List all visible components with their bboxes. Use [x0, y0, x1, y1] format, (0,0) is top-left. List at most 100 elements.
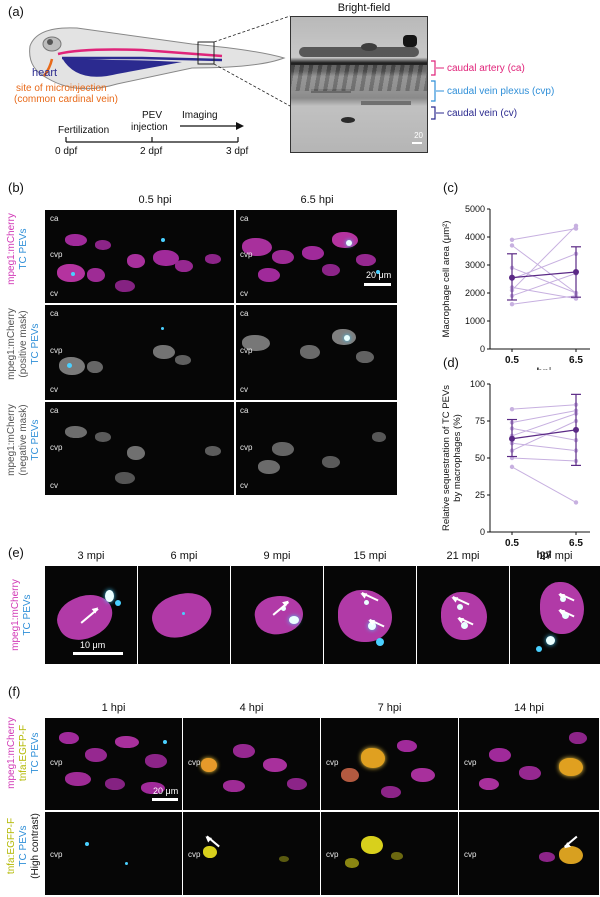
panel-e-header-5: 27 mpi	[539, 550, 573, 562]
f-r1c3-cvp: cvp	[326, 758, 339, 767]
b-r2c2-cvp: cvp	[240, 346, 253, 355]
b-r3c1-ca: ca	[50, 406, 59, 415]
panel-f-row2-line-c: (High contrast)	[30, 813, 41, 879]
panel-b-row1-line-a: mpeg1:mCherry	[6, 213, 17, 285]
timeline-event-pev-2: injection	[131, 122, 168, 133]
y-tick-label-3: 75	[475, 416, 485, 426]
panel-b-letter: (b)	[8, 180, 24, 195]
b-r1c1-cv: cv	[50, 289, 58, 298]
panel-b-image-r1c1	[45, 210, 234, 303]
panel-f-image-r2c2	[183, 812, 320, 895]
x-tick-label-1: 6.5	[569, 538, 583, 549]
panel-e-letter: (e)	[8, 545, 24, 560]
y-tick-label-0: 0	[480, 344, 485, 354]
series-line-5	[511, 225, 577, 291]
x-tick-label-1: 6.5	[569, 355, 583, 366]
panel-f-row2-label: tnfa:EGFP-F TC PEVs (High contrast)	[6, 800, 42, 892]
panel-e-header-2: 9 mpi	[263, 550, 291, 562]
mean-line	[511, 429, 577, 440]
panel-e-image-5	[510, 566, 600, 664]
series-point-0-0	[509, 406, 515, 412]
panel-b-image-r3c1	[45, 402, 234, 495]
panel-f-row1-line-b: tnfa:EGFP-F	[18, 724, 29, 782]
panel-e-row-line-b: TC PEVs	[22, 594, 33, 636]
panel-e-row-line-a: mpeg1:mCherry	[10, 579, 21, 651]
mean-point-1	[573, 269, 579, 275]
panel-f-image-r2c3	[321, 812, 458, 895]
panel-b-row1-line-b: TC PEVs	[18, 228, 29, 270]
mean-point-0	[509, 274, 515, 281]
f-r2c1-cvp: cvp	[50, 850, 63, 859]
panel-b-image-r2c2	[236, 305, 397, 400]
b-r3c1-cv: cv	[50, 481, 58, 490]
panel-b-row2-line-b: (positive mask)	[18, 310, 29, 378]
panel-b-row3-line-c: TC PEVs	[30, 419, 41, 461]
zebrafish-schematic	[29, 15, 291, 107]
panel-f-header-2: 7 hpi	[377, 702, 402, 714]
y-axis-label-0: Macrophage cell area (μm²)	[441, 221, 452, 338]
panel-f-header-1: 4 hpi	[239, 702, 264, 714]
panel-e-image-4	[417, 566, 509, 664]
panel-e-image-1	[138, 566, 230, 664]
y-tick-label-1: 25	[475, 490, 485, 500]
mean-point-0	[509, 435, 515, 442]
panel-f-image-r1c2	[183, 718, 320, 810]
y-tick-label-4: 4000	[465, 232, 485, 242]
f-r2c3-cvp: cvp	[326, 850, 339, 859]
panel-f-image-r2c4	[459, 812, 599, 895]
brightfield-scale-label: 20	[414, 131, 423, 140]
panel-e-image-3	[324, 566, 416, 664]
brightfield-image: 20	[290, 16, 428, 153]
chart-d: 0 25 50 75 100 0.5 6.5 hpi Relative sequestratio…	[441, 379, 590, 561]
series-point-1-0	[509, 243, 515, 248]
panel-b-scale-label: 20 μm	[366, 270, 392, 280]
y-axis-label-1: by macrophages (%)	[452, 414, 463, 502]
panel-b-row3-line-a: mpeg1:mCherry	[6, 404, 17, 476]
series-point-7-1	[573, 500, 579, 505]
mean-point-1	[573, 426, 579, 433]
panel-b-row2-line-c: TC PEVs	[30, 323, 41, 365]
b-r2c1-cv: cv	[50, 385, 58, 394]
panel-f-image-r1c3	[321, 718, 458, 810]
b-r1c2-cv: cv	[240, 289, 248, 298]
y-tick-label-4: 100	[470, 379, 485, 389]
panel-b-row2-line-a: mpeg1:mCherry	[6, 308, 17, 380]
y-tick-label-0: 0	[480, 527, 485, 537]
b-r1c1-ca: ca	[50, 214, 59, 223]
panel-e-scale-label: 10 μm	[80, 640, 106, 650]
panel-f-header-0: 1 hpi	[101, 702, 126, 714]
b-r1c2-ca: ca	[240, 214, 249, 223]
f-r1c1-cvp: cvp	[50, 758, 63, 767]
series-line-6	[511, 457, 577, 462]
timeline-event-fertilization: Fertilization	[58, 125, 110, 136]
f-r2c2-cvp: cvp	[188, 850, 201, 859]
b-r2c2-cv: cv	[240, 385, 248, 394]
y-tick-label-2: 50	[475, 453, 485, 463]
brightfield-title: Bright-field	[337, 2, 391, 14]
panel-e-image-2	[231, 566, 323, 664]
panel-d-letter: (d)	[443, 355, 459, 370]
y-tick-label-1: 1000	[465, 316, 485, 326]
panel-b-scale-bar	[364, 283, 391, 286]
b-r3c2-cv: cv	[240, 481, 248, 490]
panel-e-scale-bar	[73, 652, 123, 655]
vessel-label-cv: caudal vein (cv)	[447, 108, 518, 119]
panel-f-image-r2c1	[45, 812, 182, 895]
panel-f-row2-line-a: tnfa:EGFP-F	[6, 817, 17, 875]
series-line-7	[511, 295, 577, 305]
series-line-1	[511, 244, 577, 294]
panel-f-scale-bar	[152, 798, 178, 801]
panel-e-header-1: 6 mpi	[170, 550, 198, 562]
panel-e-image-0	[45, 566, 137, 664]
series-point-7-0	[509, 464, 515, 470]
b-r3c1-cvp: cvp	[50, 443, 63, 452]
series-point-5-1	[573, 223, 579, 228]
panel-f-row1-label: mpeg1:mCherry tnfa:EGFP-F TC PEVs	[6, 708, 42, 798]
series-line-0	[511, 228, 577, 241]
timeline-axis	[65, 122, 244, 143]
f-r2c4-cvp: cvp	[464, 850, 477, 859]
series-line-4	[511, 442, 577, 452]
panel-b-image-r3c2	[236, 402, 397, 495]
panel-e-header-4: 21 mpi	[446, 550, 480, 562]
chart-c: 0 1000 2000 3000 4000 5000 0.5 6.5 hpi Macrophage…	[441, 204, 590, 370]
